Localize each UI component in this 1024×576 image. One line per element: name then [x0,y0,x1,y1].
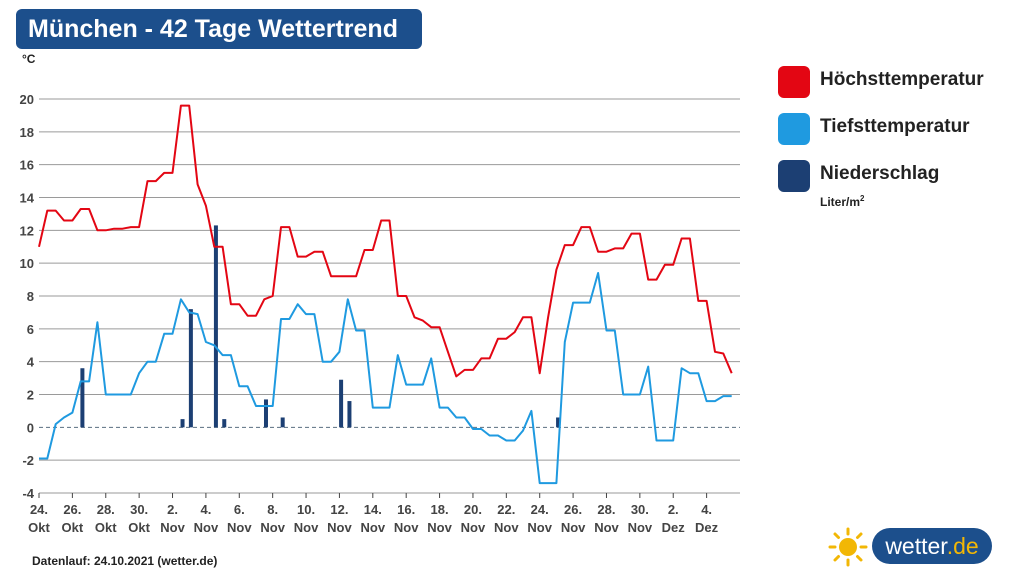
x-tick-day: 10. [297,502,315,517]
x-tick-day: 4. [701,502,712,517]
x-tick-month: Nov [427,520,452,535]
y-tick-label: 0 [27,420,34,435]
x-tick-month: Nov [227,520,252,535]
logo-wordmark: wetter.de [872,528,992,564]
y-tick-label: 18 [20,125,34,140]
y-tick-label: 10 [20,256,34,271]
y-tick-label: 12 [20,223,34,238]
x-tick-day: 16. [397,502,415,517]
x-tick-month: Dez [662,520,686,535]
precipitation-bar [80,368,85,428]
x-tick-month: Nov [327,520,352,535]
wetter-de-logo: wetter.de [828,526,994,568]
x-tick-labels: 24. Okt 26. Okt 28. Okt 30. Okt 2. Nov 4. Nov 6. Nov 8… [28,502,719,535]
legend-label-max-temp: Höchsttemperatur [820,69,984,90]
x-tick-month: Nov [594,520,619,535]
x-tick-month: Nov [260,520,285,535]
x-tick-month: Nov [160,520,185,535]
legend-swatch-max-temp [778,66,810,98]
max-temp-line [38,104,733,378]
x-tick-month: Okt [62,520,84,535]
x-tick-day: 4. [200,502,211,517]
x-tick-day: 24. [30,502,48,517]
x-tick-day: 20. [464,502,482,517]
x-tick-day: 12. [330,502,348,517]
precipitation-unit-sup: 2 [860,194,865,203]
x-tick-day: 28. [97,502,115,517]
x-tick-day: 14. [364,502,382,517]
x-tick-month: Nov [561,520,586,535]
x-tick-month: Nov [494,520,519,535]
temperature-lines [38,104,733,485]
x-tick-day: 30. [631,502,649,517]
y-axis-unit: °C [22,52,36,66]
data-run-footer: Datenlauf: 24.10.2021 (wetter.de) [32,554,218,568]
x-tick-month: Okt [95,520,117,535]
legend-swatch-precipitation [778,160,810,192]
x-tick-month: Nov [527,520,552,535]
y-tick-label: 2 [27,388,34,403]
x-tick-month: Nov [461,520,486,535]
x-tick-month: Nov [394,520,419,535]
sun-icon [828,527,868,567]
precipitation-bar [339,379,344,428]
precipitation-bar [213,225,218,428]
logo-name: wetter [885,533,947,559]
precipitation-bars [80,225,561,428]
x-tick-month: Nov [194,520,219,535]
precipitation-bar [280,417,285,428]
x-tick-day: 28. [597,502,615,517]
x-tick-month: Dez [695,520,719,535]
y-tick-label: -2 [22,453,34,468]
x-tick-day: 6. [234,502,245,517]
y-tick-label: 14 [20,191,35,206]
precipitation-bar [188,309,193,428]
precipitation-bar [222,419,227,428]
x-tick-month: Nov [361,520,386,535]
x-tick-day: 2. [668,502,679,517]
y-tick-label: 20 [20,92,34,107]
x-tick-day: 22. [497,502,515,517]
x-tick-day: 8. [267,502,278,517]
x-tick-day: 18. [431,502,449,517]
min-temp-line [39,272,732,485]
x-tick-month: Nov [294,520,319,535]
y-tick-label: 8 [27,289,34,304]
logo-tld: .de [946,533,979,559]
y-tick-label: 6 [27,322,34,337]
legend-label-min-temp: Tiefsttemperatur [820,116,970,137]
precipitation-bar [180,419,185,428]
precipitation-unit-base: Liter/m [820,195,861,209]
y-tick-label: 4 [27,355,35,370]
x-tick-month: Okt [128,520,150,535]
chart-title: München - 42 Tage Wettertrend [16,9,422,49]
x-tick-month: Nov [628,520,653,535]
x-tick-day: 30. [130,502,148,517]
y-tick-label: 16 [20,158,34,173]
x-tick-day: 2. [167,502,178,517]
x-tick-month: Okt [28,520,50,535]
y-tick-label: -4 [22,486,34,501]
legend-label-precipitation: Niederschlag [820,163,940,184]
precipitation-unit-label: Liter/m2 [820,194,864,209]
x-tick-day: 24. [531,502,549,517]
x-tick-day: 26. [564,502,582,517]
grid-lines [38,98,740,498]
x-tick-day: 26. [63,502,81,517]
legend-swatch-min-temp [778,113,810,145]
precipitation-bar [347,401,352,428]
precipitation-bar [556,417,561,428]
precipitation-bar [263,399,268,428]
